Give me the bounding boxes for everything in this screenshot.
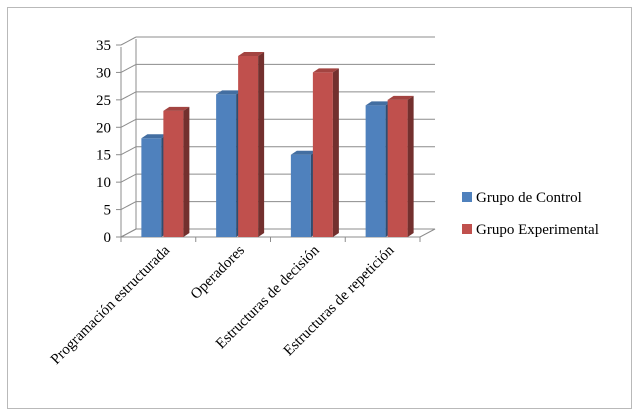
y-tick-label: 5 — [104, 203, 112, 219]
x-tick-label: Programación estructurada — [48, 242, 174, 368]
y-tick-label: 25 — [96, 93, 111, 109]
bar-top — [365, 101, 392, 106]
bar — [312, 68, 339, 237]
y-tick-label: 0 — [104, 230, 112, 246]
bar-top — [238, 51, 265, 56]
y-tick-label: 35 — [96, 38, 111, 54]
y-tick-label: 20 — [96, 120, 111, 136]
bar-front — [365, 105, 386, 237]
bar-side — [183, 106, 190, 237]
bar-top — [216, 90, 243, 95]
bar-top — [141, 134, 168, 139]
gridline-side — [120, 173, 137, 183]
gridline-side — [120, 146, 137, 156]
bar-top — [312, 68, 339, 73]
bar-front — [387, 99, 408, 237]
legend-label: Grupo de Control — [476, 190, 582, 206]
bar-top — [163, 106, 190, 111]
gridline-side — [120, 63, 137, 73]
bars — [141, 51, 414, 237]
bar-front — [216, 94, 237, 237]
bar-side — [258, 51, 265, 237]
y-axis-ticks: 0 5 10 15 20 25 30 35 — [96, 38, 121, 246]
bar-front — [141, 138, 162, 237]
gridline-side — [120, 118, 137, 128]
y-tick-label: 10 — [96, 175, 111, 191]
bar-side — [407, 95, 414, 237]
bar-front — [163, 110, 184, 237]
legend-item: Grupo de Control — [462, 190, 582, 206]
gridline-side — [120, 228, 137, 238]
y-tick-label: 15 — [96, 148, 111, 164]
bar — [163, 106, 190, 237]
gridline-side — [120, 91, 137, 101]
bar-side — [332, 68, 339, 237]
x-axis-labels: Programación estructurada OperadoresEstru… — [48, 237, 421, 368]
legend-swatch — [462, 192, 472, 202]
bar-top — [387, 95, 414, 100]
legend-swatch — [462, 224, 472, 234]
gridline-side — [120, 201, 137, 211]
legend-label: Grupo Experimental — [476, 222, 599, 238]
bar — [238, 51, 265, 237]
y-tick-label: 30 — [96, 65, 111, 81]
bar-front — [290, 154, 311, 237]
legend-item: Grupo Experimental — [462, 222, 599, 238]
gridline-side — [120, 36, 137, 46]
bar — [387, 95, 414, 237]
legend: Grupo de Control Grupo Experimental — [462, 190, 599, 238]
bar-front — [312, 72, 333, 237]
bar-top — [290, 150, 317, 155]
bar-front — [238, 55, 259, 237]
x-tick-label: Operadores — [188, 242, 248, 302]
